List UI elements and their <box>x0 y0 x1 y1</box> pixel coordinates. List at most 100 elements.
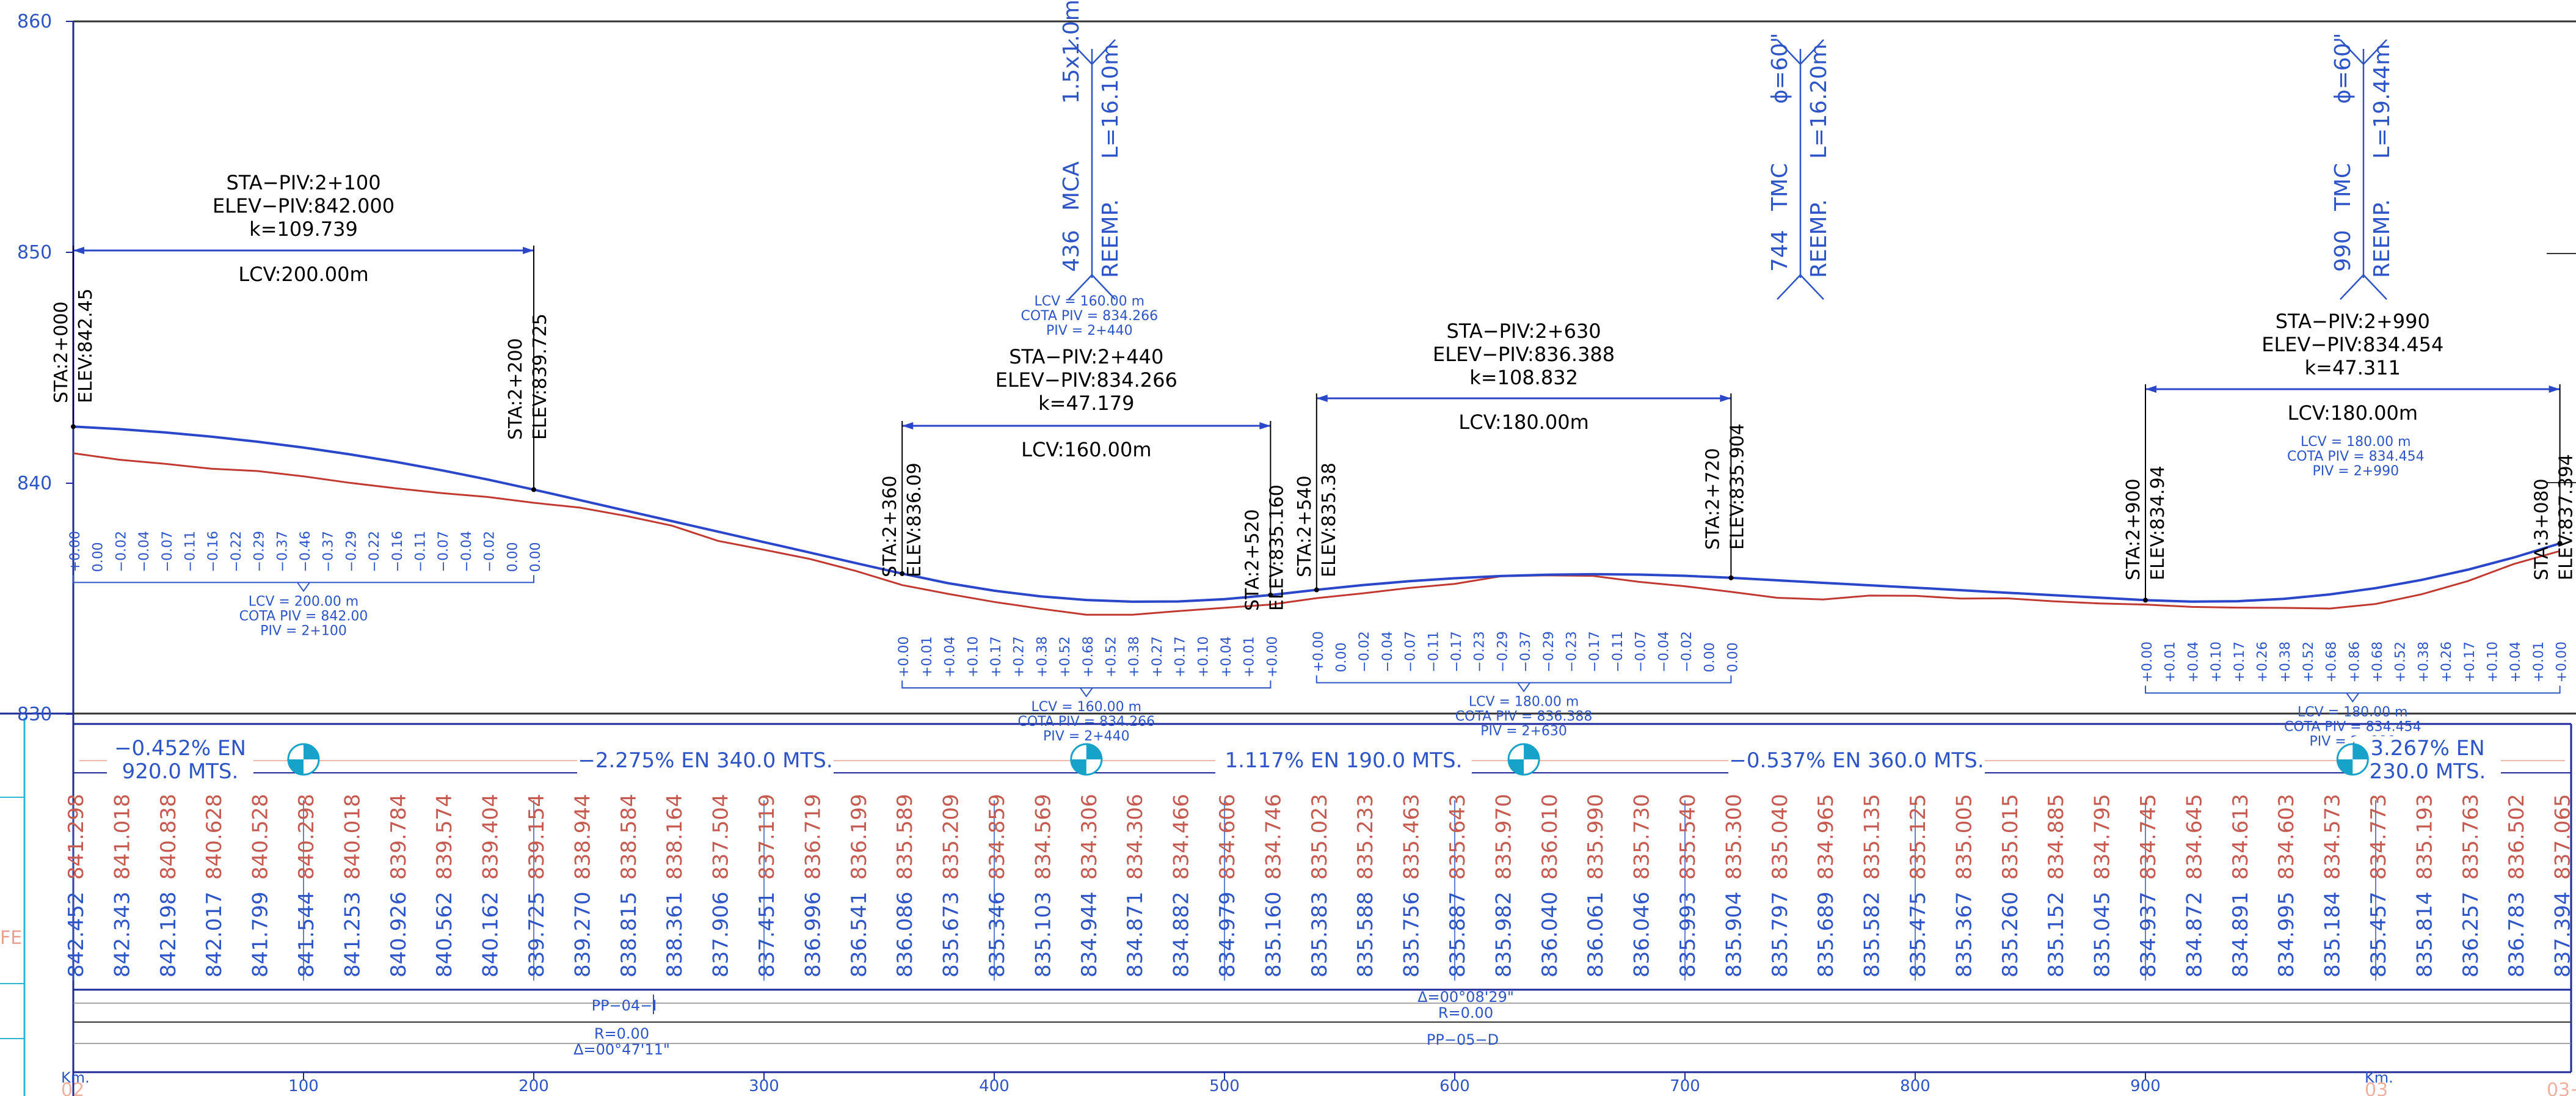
grade-elev-cell: 837.394 <box>2551 891 2575 977</box>
offset-value: +0.10 <box>2209 641 2224 682</box>
cota-note: COTA PIV = 834.266 <box>1017 714 1155 729</box>
lcv-note: LCV = 200.00 m <box>249 594 359 609</box>
offset-value: +0.68 <box>1081 637 1096 678</box>
offset-value: −0.07 <box>1403 631 1419 672</box>
cota-note: COTA PIV = 834.454 <box>2284 719 2421 734</box>
grade-elev-cell: 840.926 <box>387 891 411 977</box>
end-station-label: STA:2+720 <box>1702 448 1723 550</box>
elev-tick-label: 830 <box>17 704 52 725</box>
offset-value: −0.02 <box>114 531 129 572</box>
culverts: 436 MCA 1.5x1.0m REEMP. L=16.10m 744 TMC ϕ=60" R… <box>1059 0 2395 300</box>
lcv-label: LCV:180.00m <box>1458 411 1588 434</box>
terrain-elev-cell: 835.990 <box>1584 794 1608 880</box>
grade-elev-cell: 835.588 <box>1353 891 1378 977</box>
grade-elev-cell: 835.383 <box>1308 891 1332 977</box>
offset-value: −0.11 <box>183 531 198 572</box>
lcv-note: LCV = 180.00 m <box>1469 695 1579 710</box>
offset-value: −0.46 <box>298 531 313 572</box>
terrain-elev-cell: 839.574 <box>432 794 457 880</box>
grade-elev-cell: 835.160 <box>1261 891 1286 977</box>
offset-value: +0.01 <box>920 637 935 678</box>
offset-value: −0.11 <box>1426 631 1441 672</box>
culvert-length: L=19.44m <box>2370 44 2395 159</box>
culvert-744: 744 TMC ϕ=60" REEMP. L=16.20m <box>1767 33 1832 300</box>
start-elev-label: ELEV:834.94 <box>2147 466 2169 580</box>
offset-value: +0.86 <box>2347 641 2362 682</box>
pp-04-i-label: PP−04−I <box>592 997 657 1014</box>
offset-value: +0.00 <box>2555 641 2570 682</box>
offset-value: 0.00 <box>91 542 106 572</box>
offset-value: +0.52 <box>1058 637 1073 678</box>
offset-value: +0.00 <box>68 531 83 572</box>
terrain-profile-line <box>73 452 2561 616</box>
delta2-label: Δ=00°08'29" <box>1417 988 1514 1006</box>
culvert-990: 990 TMC ϕ=60" REEMP. L=19.44m <box>2330 33 2395 300</box>
offset-value: +0.00 <box>2140 641 2155 682</box>
piv-note: PIV = 2+440 <box>1046 323 1133 338</box>
terrain-elev-cell: 839.154 <box>525 794 549 880</box>
pvi-symbol-icon <box>1070 743 1103 776</box>
cota-note: COTA PIV = 834.454 <box>2287 449 2425 464</box>
terrain-elev-cell: 840.018 <box>340 794 365 880</box>
offset-value: −0.07 <box>160 531 175 572</box>
grade-elev-cell: 835.260 <box>1998 891 2023 977</box>
k-value-label: k=47.311 <box>2305 356 2401 379</box>
terrain-elev-cell: 835.125 <box>1906 794 1930 880</box>
lcv-label: LCV:180.00m <box>2288 401 2418 425</box>
start-station-label: STA:2+000 <box>51 301 72 403</box>
terrain-elev-cell: 836.719 <box>801 794 825 880</box>
edge-end-label: 03+0 <box>2547 1080 2576 1096</box>
piv-note: PIV = 2+440 <box>1043 729 1130 744</box>
offset-value: −0.23 <box>1472 631 1488 672</box>
offset-value: −0.29 <box>1541 631 1557 672</box>
grade-length: 230.0 MTS. <box>2370 759 2486 784</box>
grade-text: 1.117% EN 190.0 MTS. <box>1225 748 1463 773</box>
offset-value: −0.23 <box>1565 631 1580 672</box>
offset-value: −0.16 <box>390 531 406 572</box>
culvert-status: REEMP. <box>1806 199 1832 278</box>
terrain-elev-cell: 834.645 <box>2182 794 2207 880</box>
culvert-size: 1.5x1.0m <box>1059 0 1084 104</box>
culvert-size: ϕ=60" <box>2330 33 2356 104</box>
offset-value: +0.17 <box>2462 641 2478 682</box>
offset-value: +0.10 <box>966 637 981 678</box>
station-tick-label: 600 <box>1439 1077 1470 1095</box>
offset-value: −0.22 <box>229 531 244 572</box>
offset-value: −0.17 <box>1449 631 1464 672</box>
grade-text: −2.275% EN 340.0 MTS. <box>578 748 832 773</box>
culvert-436: 436 MCA 1.5x1.0m REEMP. L=16.10m <box>1059 0 1123 300</box>
grade-elev-cell: 834.891 <box>2229 891 2253 977</box>
grade-elev-cell: 836.783 <box>2505 891 2529 977</box>
offset-value: +0.17 <box>2232 641 2247 682</box>
station-tick-label: 800 <box>1900 1077 1930 1095</box>
terrain-elev-cell: 835.730 <box>1630 794 1654 880</box>
terrain-elev-cell: 837.119 <box>755 794 779 880</box>
k-value-label: k=108.832 <box>1469 366 1578 389</box>
offset-value: −0.07 <box>1634 631 1649 672</box>
grade-elev-cell: 841.253 <box>340 891 365 977</box>
start-elev-label: ELEV:835.38 <box>1319 462 1340 577</box>
offset-value: +0.38 <box>1035 637 1050 678</box>
terrain-elev-cell: 834.306 <box>1123 794 1148 880</box>
offset-value: +0.01 <box>2531 641 2547 682</box>
offset-value: 0.00 <box>1703 643 1718 673</box>
grade-elev-cell: 840.562 <box>432 891 457 977</box>
terrain-elev-cell: 836.502 <box>2505 794 2529 880</box>
offset-value: +0.52 <box>2393 641 2409 682</box>
offset-value: +0.17 <box>989 637 1004 678</box>
terrain-elev-cell: 834.859 <box>985 794 1010 880</box>
terrain-elev-cell: 835.540 <box>1676 794 1700 880</box>
offset-value: −0.29 <box>344 531 359 572</box>
offset-value: +0.26 <box>2255 641 2271 682</box>
terrain-elev-cell: 834.746 <box>1261 794 1286 880</box>
terrain-elev-cell: 838.584 <box>617 794 641 880</box>
offset-value: +0.27 <box>1150 637 1165 678</box>
grade-elev-cell: 840.162 <box>479 891 503 977</box>
terrain-elev-cell: 834.466 <box>1170 794 1194 880</box>
terrain-elev-cell: 835.209 <box>939 794 964 880</box>
terrain-elev-cell: 835.589 <box>893 794 917 880</box>
offset-value: −0.17 <box>1587 631 1603 672</box>
